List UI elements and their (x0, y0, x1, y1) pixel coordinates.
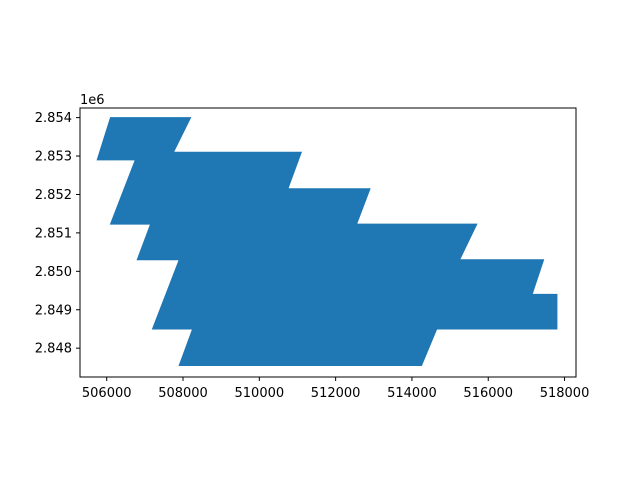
y-tick-label: 2.850 (35, 265, 72, 280)
y-axis: 2.848 2.849 2.850 2.851 2.852 2.853 2.854 (35, 111, 80, 357)
y-tick-label: 2.851 (35, 226, 72, 241)
x-tick-label: 516000 (463, 386, 513, 401)
x-tick-label: 510000 (235, 386, 285, 401)
y-tick-label: 2.848 (35, 342, 72, 357)
footprint-polygon (96, 117, 558, 366)
x-tick-label: 508000 (158, 386, 208, 401)
plot-frame (79, 107, 577, 378)
y-tick-label: 2.853 (35, 150, 72, 165)
x-tick-label: 518000 (540, 386, 590, 401)
x-tick-label: 514000 (387, 386, 437, 401)
polygon-layer (96, 117, 558, 366)
y-tick-label: 2.852 (35, 188, 72, 203)
y-tick-label: 2.849 (35, 303, 72, 318)
y-offset-label: 1e6 (80, 93, 105, 108)
y-tick-label: 2.854 (35, 111, 72, 126)
x-axis: 506000 508000 510000 512000 514000 516000 5180… (82, 377, 589, 401)
x-tick-label: 506000 (82, 386, 132, 401)
x-tick-label: 512000 (311, 386, 361, 401)
